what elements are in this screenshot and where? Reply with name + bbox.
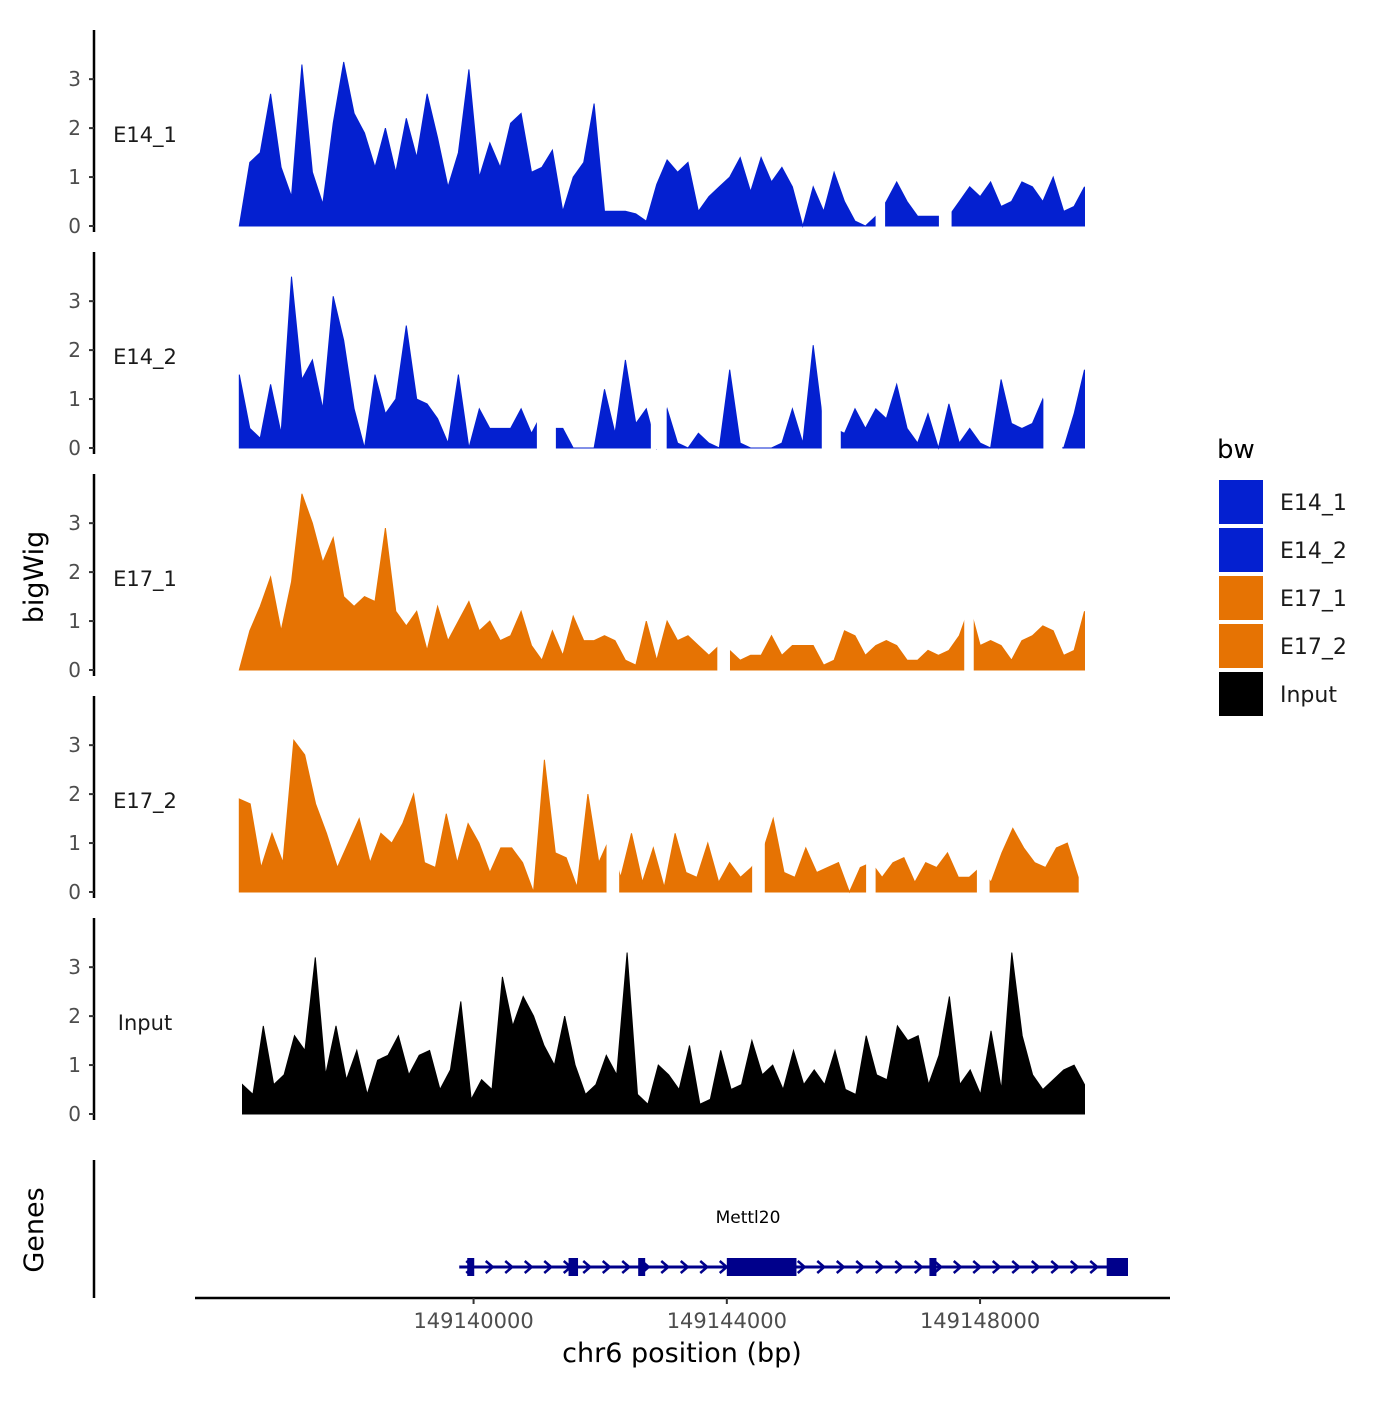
y-tick-label: 0 xyxy=(68,1102,81,1126)
strand-arrow xyxy=(660,1260,671,1274)
y-tick-label: 0 xyxy=(68,658,81,682)
x-axis-title: chr6 position (bp) xyxy=(562,1338,802,1369)
y-tick-label: 1 xyxy=(68,387,81,411)
strand-arrow xyxy=(699,1260,710,1274)
strand-arrow xyxy=(855,1260,866,1274)
strand-arrow xyxy=(952,1260,963,1274)
y-tick-label: 3 xyxy=(68,289,81,313)
coverage-gap xyxy=(821,252,841,449)
track-label: E17_1 xyxy=(113,567,177,592)
legend-title: bw xyxy=(1217,435,1255,465)
coverage-gap xyxy=(536,252,556,449)
genes-axis-title: Genes xyxy=(19,1187,50,1272)
y-tick-label: 1 xyxy=(68,165,81,189)
strand-arrow xyxy=(621,1260,632,1274)
legend-label: Input xyxy=(1280,683,1337,708)
track-label: Input xyxy=(118,1011,172,1035)
y-tick-label: 3 xyxy=(68,67,81,91)
strand-arrow xyxy=(679,1260,690,1274)
strand-arrow xyxy=(504,1260,515,1274)
strand-arrow xyxy=(484,1260,495,1274)
legend-swatch xyxy=(1219,480,1263,524)
gene-name-label: Mettl20 xyxy=(716,1208,781,1228)
strand-arrow xyxy=(1050,1260,1061,1274)
strand-arrow xyxy=(523,1260,534,1274)
coverage-gap xyxy=(938,30,952,227)
coverage-gap xyxy=(717,474,730,671)
coverage-area xyxy=(242,952,1085,1115)
gene-exon xyxy=(929,1258,937,1276)
y-tick-label: 1 xyxy=(68,609,81,633)
y-tick-label: 3 xyxy=(68,955,81,979)
x-tick-label: 149140000 xyxy=(413,1309,533,1333)
strand-arrow xyxy=(835,1260,846,1274)
strand-arrow xyxy=(601,1260,612,1274)
coverage-area xyxy=(238,276,1085,450)
legend-label: E17_2 xyxy=(1280,635,1347,660)
track-label: E14_2 xyxy=(113,345,177,370)
y-tick-label: 2 xyxy=(68,338,81,362)
strand-arrow xyxy=(816,1260,827,1274)
strand-arrow xyxy=(543,1260,554,1274)
y-tick-label: 2 xyxy=(68,116,81,140)
coverage-gap xyxy=(875,30,886,227)
gene-exon xyxy=(638,1258,646,1276)
track-label: E14_1 xyxy=(113,123,177,148)
y-tick-label: 1 xyxy=(68,831,81,855)
coverage-gap xyxy=(1043,252,1063,449)
y-tick-label: 3 xyxy=(68,511,81,535)
gene-exon xyxy=(1106,1258,1128,1276)
legend-swatch xyxy=(1219,672,1263,716)
strand-arrow xyxy=(874,1260,885,1274)
legend-swatch xyxy=(1219,528,1263,572)
legend-label: E14_2 xyxy=(1280,539,1347,564)
strand-arrow xyxy=(894,1260,905,1274)
track-label: E17_2 xyxy=(113,789,177,814)
gene-exon xyxy=(568,1258,579,1276)
strand-arrow xyxy=(1030,1260,1041,1274)
strand-arrow xyxy=(582,1260,593,1274)
coverage-gap xyxy=(976,696,990,893)
legend-swatch xyxy=(1219,576,1263,620)
strand-arrow xyxy=(991,1260,1002,1274)
strand-arrow xyxy=(972,1260,983,1274)
coverage-area xyxy=(238,493,1085,671)
coverage-gap xyxy=(650,252,667,449)
strand-arrow xyxy=(718,1260,729,1274)
strand-arrow xyxy=(1089,1260,1100,1274)
coverage-gap xyxy=(866,696,876,893)
y-tick-label: 0 xyxy=(68,214,81,238)
y-tick-label: 0 xyxy=(68,880,81,904)
y-tick-label: 2 xyxy=(68,1004,81,1028)
strand-arrow xyxy=(1069,1260,1080,1274)
legend-swatch xyxy=(1219,624,1263,668)
legend-label: E14_1 xyxy=(1280,491,1347,516)
strand-arrow xyxy=(796,1260,807,1274)
coverage-gap xyxy=(752,696,765,893)
coverage-gap xyxy=(964,474,974,671)
y-tick-label: 0 xyxy=(68,436,81,460)
gene-exon xyxy=(726,1258,797,1276)
y-tick-label: 2 xyxy=(68,782,81,806)
strand-arrow xyxy=(913,1260,924,1274)
gene-exon xyxy=(467,1258,475,1276)
coverage-area xyxy=(238,61,1085,228)
strand-arrow xyxy=(1011,1260,1022,1274)
x-tick-label: 149144000 xyxy=(667,1309,787,1333)
y-axis-title: bigWig xyxy=(19,531,50,624)
y-tick-label: 1 xyxy=(68,1053,81,1077)
y-tick-label: 2 xyxy=(68,560,81,584)
strand-arrow xyxy=(933,1260,944,1274)
coverage-gap xyxy=(606,696,620,893)
legend-label: E17_1 xyxy=(1280,587,1347,612)
coverage-area xyxy=(238,738,1079,894)
y-tick-label: 3 xyxy=(68,733,81,757)
x-tick-label: 149148000 xyxy=(920,1309,1040,1333)
